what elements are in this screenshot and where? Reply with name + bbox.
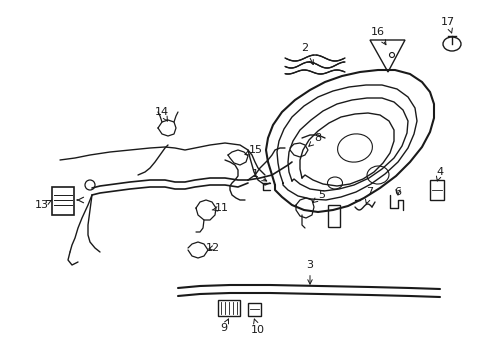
- Bar: [52, 187, 74, 215]
- Text: 12: 12: [205, 243, 220, 253]
- Text: 9: 9: [220, 319, 228, 333]
- Ellipse shape: [442, 37, 460, 51]
- Text: 17: 17: [440, 17, 454, 33]
- Ellipse shape: [85, 180, 95, 190]
- Text: 6: 6: [394, 187, 401, 197]
- Ellipse shape: [327, 177, 342, 189]
- Text: 16: 16: [370, 27, 385, 45]
- Bar: [327, 205, 339, 227]
- Text: 14: 14: [155, 107, 169, 121]
- Text: 7: 7: [365, 187, 373, 204]
- Ellipse shape: [366, 166, 388, 184]
- Bar: [247, 303, 261, 316]
- Text: 5: 5: [312, 190, 325, 203]
- Ellipse shape: [337, 134, 372, 162]
- Text: 1: 1: [251, 169, 266, 181]
- Text: 3: 3: [306, 260, 313, 284]
- Text: 10: 10: [250, 319, 264, 335]
- Text: 2: 2: [301, 43, 313, 64]
- Text: 13: 13: [35, 200, 52, 210]
- Text: 15: 15: [244, 145, 263, 155]
- Bar: [218, 300, 240, 316]
- Text: 8: 8: [308, 133, 321, 146]
- Ellipse shape: [389, 53, 394, 58]
- Bar: [429, 180, 443, 200]
- Text: 4: 4: [436, 167, 443, 181]
- Text: 11: 11: [212, 203, 228, 213]
- Polygon shape: [369, 40, 404, 72]
